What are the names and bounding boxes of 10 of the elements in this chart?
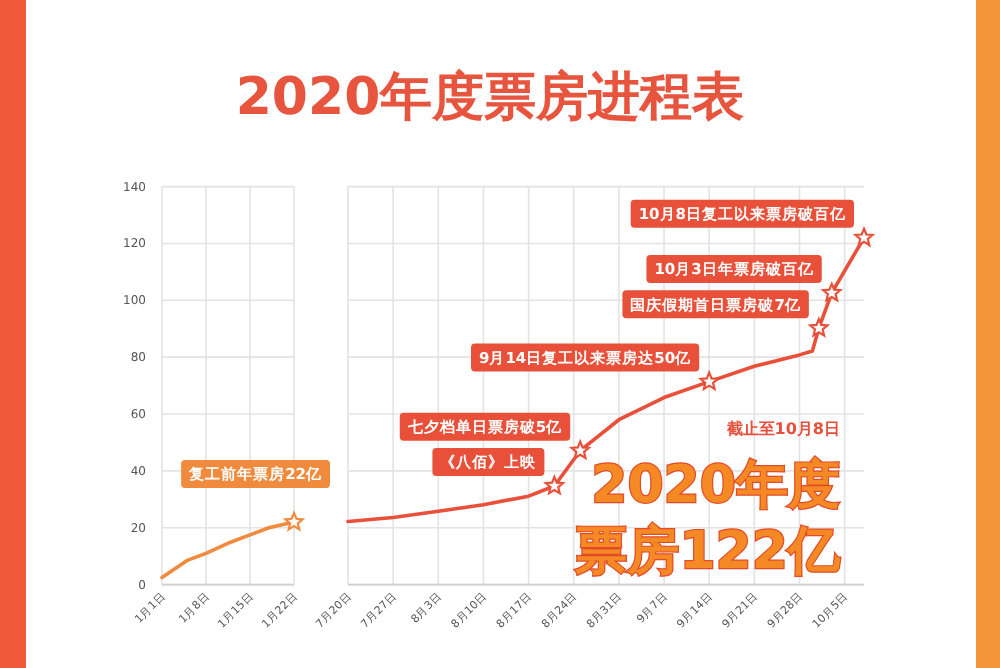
- point: [854, 227, 874, 247]
- text: 2020年度票房进程表: [235, 68, 745, 128]
- annotation: 票房122亿: [573, 522, 842, 582]
- point: [822, 282, 842, 302]
- point: [699, 371, 719, 390]
- point: [544, 475, 565, 495]
- annotation: 截止至10月8日: [724, 420, 840, 438]
- point: [809, 318, 829, 337]
- point: [570, 440, 590, 460]
- annotation: 2020年度: [591, 456, 840, 516]
